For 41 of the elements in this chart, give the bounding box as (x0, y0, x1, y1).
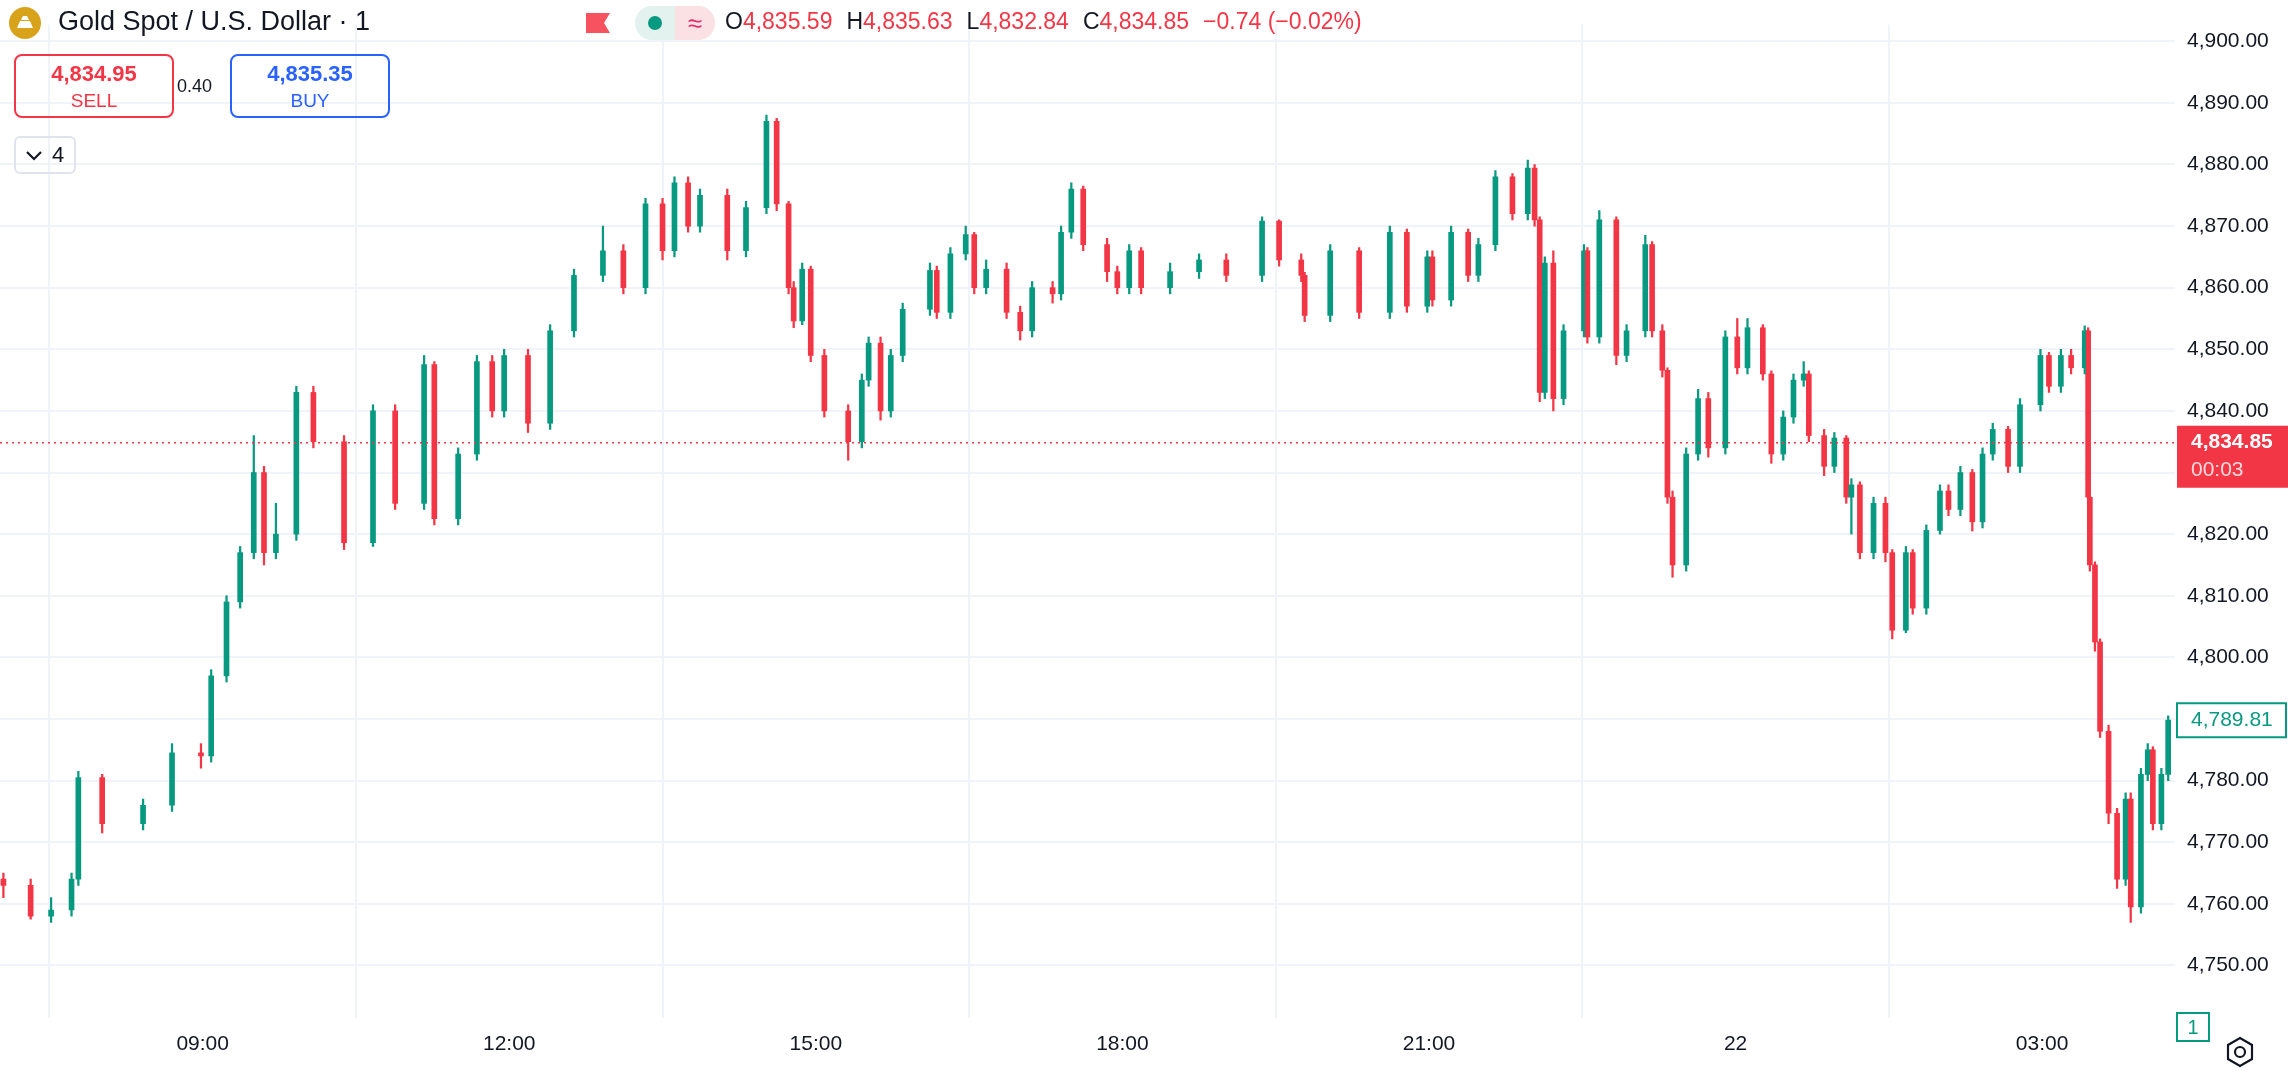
x-tick-label: 22 (1723, 1031, 1748, 1055)
annotation: 0.40 (177, 76, 213, 97)
annotation: O4,835.59 (725, 8, 833, 35)
y-tick-label: 4,810.00 (2187, 582, 2269, 606)
x-tick-label: 18:00 (1096, 1031, 1149, 1055)
x-tick-label: 12:00 (482, 1031, 536, 1055)
annotation: 4 (52, 142, 65, 168)
y-tick-label: 4,800.00 (2187, 644, 2269, 668)
annotation: −0.74 (−0.02%) (1203, 8, 1362, 35)
y-tick-label: 4,880.00 (2187, 151, 2269, 175)
y-tick-label: 4,890.00 (2187, 89, 2269, 113)
ref-line-label: 4,834.85 (2191, 429, 2274, 453)
chart-title: Gold Spot / U.S. Dollar · 1 (58, 6, 371, 37)
y-tick-label: 4,870.00 (2187, 212, 2269, 236)
annotation: 4,789.81 (2191, 706, 2273, 730)
buy-button: 4,835.35 BUY (230, 54, 390, 118)
x-tick-label: 21:00 (1402, 1031, 1456, 1055)
annotation: BUY (289, 90, 331, 112)
annotation: 4,834.95 (50, 61, 138, 87)
x-tick-label: 03:00 (2015, 1031, 2069, 1055)
annotation: C4,834.85 (1082, 8, 1190, 35)
scale-tag: 1 (2176, 1012, 2210, 1042)
sell-button: 4,834.95 SELL (14, 54, 174, 118)
dropdown-button: 4 (14, 136, 76, 174)
y-tick-label: 4,900.00 (2187, 28, 2269, 52)
y-tick-label: 4,850.00 (2187, 336, 2269, 360)
y-tick-label: 4,780.00 (2187, 767, 2269, 791)
y-tick-label: 4,820.00 (2187, 520, 2269, 544)
x-tick-label: 15:00 (789, 1031, 843, 1055)
y-tick-label: 4,860.00 (2187, 274, 2269, 298)
annotation: ≈ (675, 6, 715, 40)
y-tick-label: 4,840.00 (2187, 397, 2269, 421)
text: 00:03 (2191, 457, 2244, 481)
annotation: 4,835.35 (266, 61, 354, 87)
y-tick-label: 4,770.00 (2187, 829, 2269, 852)
annotation: SELL (69, 90, 119, 112)
annotation: H4,835.63 (846, 8, 953, 35)
x-tick-label: 09:00 (176, 1031, 229, 1055)
annotation: L4,832.84 (966, 8, 1069, 35)
y-tick-label: 4,750.00 (2187, 952, 2269, 976)
y-tick-label: 4,760.00 (2187, 890, 2269, 914)
